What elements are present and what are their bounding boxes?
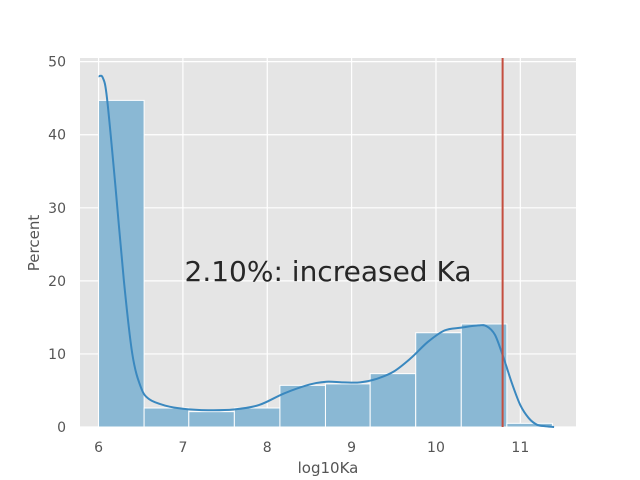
- y-tick-label: 50: [48, 55, 66, 71]
- y-tick-label: 40: [48, 128, 66, 144]
- histogram-bar: [369, 373, 417, 428]
- histogram-bar: [233, 407, 281, 428]
- grid-lines: [80, 58, 576, 428]
- x-tick-labels: 6 7 8 9 10 11: [94, 440, 529, 456]
- histogram-bar: [143, 407, 190, 428]
- annotation-label: 2.10%: increased Ka: [185, 255, 472, 288]
- histogram-bar: [188, 411, 235, 428]
- x-tick-label: 6: [94, 440, 103, 456]
- x-tick-label: 8: [263, 440, 272, 456]
- x-tick-label: 11: [511, 440, 529, 456]
- histogram-bar: [460, 323, 508, 428]
- y-axis-label: Percent: [25, 215, 43, 272]
- x-tick-label: 7: [178, 440, 187, 456]
- x-tick-label: 9: [347, 440, 356, 456]
- y-tick-label: 20: [48, 274, 66, 290]
- x-axis-label: log10Ka: [298, 459, 359, 477]
- histogram-bar: [506, 422, 553, 428]
- histogram-bar: [324, 383, 371, 428]
- y-tick-label: 30: [48, 201, 66, 217]
- x-tick-label: 10: [427, 440, 445, 456]
- y-tick-labels: 0 10 20 30 40 50: [48, 55, 66, 436]
- y-tick-label: 10: [48, 347, 66, 363]
- kde-curve: [98, 74, 555, 428]
- histogram-bars: [98, 99, 553, 428]
- y-tick-label: 0: [57, 420, 66, 436]
